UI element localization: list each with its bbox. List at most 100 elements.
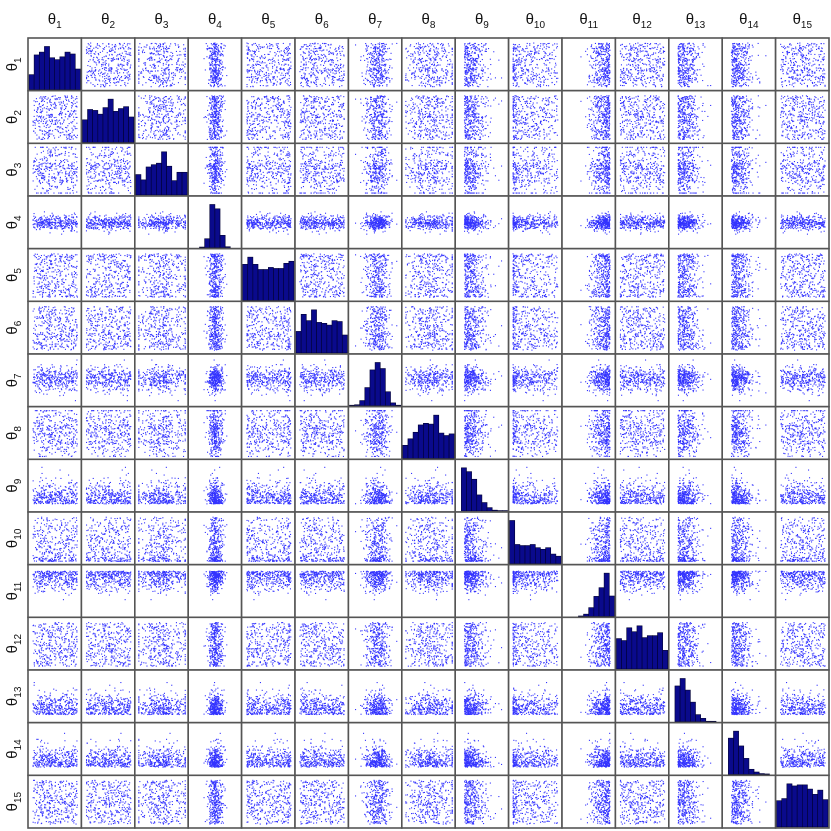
histogram-bar	[124, 107, 129, 143]
scatter-panel-9-3	[135, 459, 188, 512]
scatter-panel-12-1	[28, 617, 81, 670]
scatter-panel-9-15	[776, 459, 829, 512]
scatter-panel-6-8	[402, 301, 455, 354]
scatter-panel-13-5	[242, 670, 295, 723]
scatter-panel-5-7	[348, 249, 401, 302]
row-label-6: θ6	[4, 320, 24, 334]
scatter-panel-10-2	[81, 512, 134, 565]
scatter-panel-6-2	[81, 301, 134, 354]
histogram-bar	[782, 799, 787, 827]
scatter-panel-5-2	[81, 249, 134, 302]
scatter-panel-1-2	[81, 38, 134, 91]
scatter-panel-11-12	[615, 565, 668, 618]
scatter-panel-11-14	[722, 565, 775, 618]
histogram-bar	[29, 75, 34, 90]
scatter-panel-13-10	[509, 670, 562, 723]
scatter-panel-11-8	[402, 565, 455, 618]
scatter-panel-6-12	[615, 301, 668, 354]
histogram-bar	[520, 546, 525, 564]
column-label-15: θ15	[793, 11, 813, 31]
histogram-bar	[813, 794, 818, 827]
scatter-panel-7-8	[402, 354, 455, 407]
scatter-panel-4-14	[722, 196, 775, 249]
histogram-bar	[530, 544, 535, 563]
scatter-panel-3-10	[509, 143, 562, 196]
scatter-panel-1-15	[776, 38, 829, 91]
histogram-panel-5	[242, 249, 295, 302]
scatter-panel-8-2	[81, 407, 134, 460]
scatter-panel-10-11	[562, 512, 615, 565]
scatter-panel-9-7	[348, 459, 401, 512]
scatter-panel-5-1	[28, 249, 81, 302]
row-label-1: θ1	[4, 57, 24, 71]
histogram-bar	[632, 632, 637, 669]
scatter-panel-5-11	[562, 249, 615, 302]
scatter-panel-12-3	[135, 617, 188, 670]
scatter-panel-13-8	[402, 670, 455, 723]
scatter-panel-2-6	[295, 91, 348, 144]
histogram-bar	[75, 69, 80, 90]
panels	[28, 38, 829, 828]
histogram-panel-13	[669, 670, 722, 723]
scatter-panel-3-13	[669, 143, 722, 196]
histogram-bar	[754, 772, 759, 774]
histogram-bar	[733, 731, 738, 774]
scatter-panel-7-11	[562, 354, 615, 407]
column-label-11: θ11	[579, 11, 598, 31]
row-label-14: θ14	[4, 739, 24, 759]
histogram-bar	[807, 789, 812, 827]
histogram-bar	[258, 269, 263, 300]
histogram-bar	[482, 503, 487, 511]
histogram-bar	[663, 650, 668, 669]
histogram-bar	[70, 54, 75, 90]
histogram-bar	[93, 110, 98, 142]
scatter-panel-14-7	[348, 723, 401, 776]
scatter-panel-6-4	[188, 301, 241, 354]
scatter-panel-1-7	[348, 38, 401, 91]
scatter-panel-7-2	[81, 354, 134, 407]
scatter-panel-11-2	[81, 565, 134, 618]
scatter-panel-8-6	[295, 407, 348, 460]
scatter-panel-4-7	[348, 196, 401, 249]
scatter-panel-4-10	[509, 196, 562, 249]
scatter-panel-10-8	[402, 512, 455, 565]
scatter-panel-1-5	[242, 38, 295, 91]
histogram-bar	[98, 114, 103, 142]
histogram-bar	[342, 335, 347, 353]
histogram-panel-4	[188, 196, 241, 249]
histogram-bar	[802, 785, 807, 827]
scatter-panel-2-1	[28, 91, 81, 144]
histogram-bar	[434, 415, 439, 458]
scatter-panel-8-15	[776, 407, 829, 460]
scatter-panel-10-1	[28, 512, 81, 565]
scatter-panel-6-7	[348, 301, 401, 354]
histogram-bar	[627, 628, 632, 669]
histogram-bar	[589, 608, 594, 617]
scatter-panel-15-9	[455, 775, 508, 828]
histogram-bar	[44, 46, 49, 89]
histogram-panel-10	[509, 512, 562, 565]
histogram-bar	[129, 117, 134, 142]
scatter-panel-10-14	[722, 512, 775, 565]
scatter-panel-7-10	[509, 354, 562, 407]
scatter-panel-5-12	[615, 249, 668, 302]
scatter-panel-12-6	[295, 617, 348, 670]
scatter-panel-7-13	[669, 354, 722, 407]
histogram-bar	[177, 172, 182, 195]
histogram-bar	[540, 549, 545, 563]
scatter-panel-7-4	[188, 354, 241, 407]
scatter-panel-4-8	[402, 196, 455, 249]
scatter-panel-11-7	[348, 565, 401, 618]
scatter-panel-15-7	[348, 775, 401, 828]
row-label-4: θ4	[4, 215, 24, 229]
column-label-10: θ10	[526, 11, 546, 31]
scatter-panel-8-5	[242, 407, 295, 460]
histogram-bar	[146, 167, 151, 195]
scatter-panel-12-7	[348, 617, 401, 670]
row-label-11: θ11	[4, 581, 24, 600]
histogram-bar	[113, 111, 118, 142]
histogram-bar	[136, 175, 141, 195]
histogram-panel-7	[348, 354, 401, 407]
histogram-bar	[337, 322, 342, 353]
